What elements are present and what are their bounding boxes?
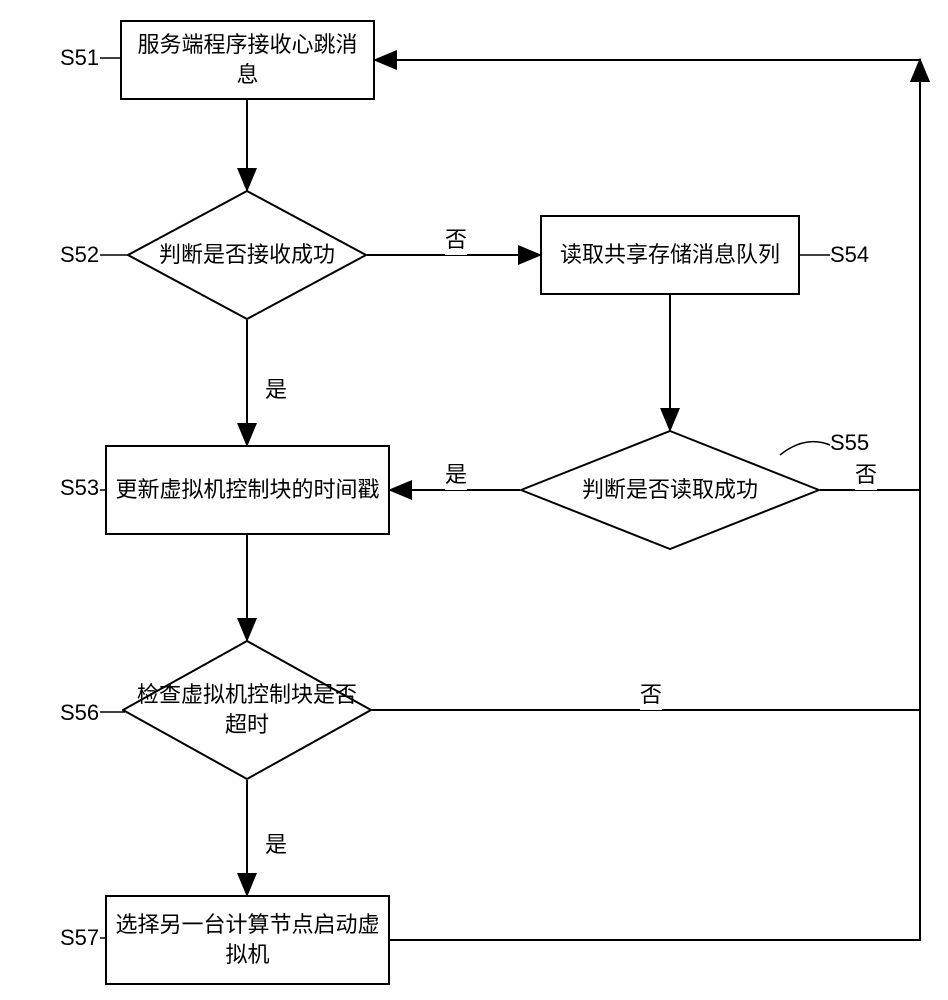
arrow-s56-no-loop (372, 60, 920, 710)
node-s54: 读取共享存储消息队列 (540, 215, 800, 295)
edge-label-s55-yes-to-s53: 是 (445, 460, 467, 490)
edge-label-s56-yes-to-s57: 是 (265, 830, 287, 860)
label-s55: S55 (830, 430, 869, 456)
node-s52: 判断是否接收成功 (127, 190, 367, 320)
node-s57: 选择另一台计算节点启动虚拟机 (105, 895, 390, 985)
label-s52: S52 (60, 242, 99, 268)
label-s53: S53 (60, 475, 99, 501)
node-s51: 服务端程序接收心跳消息 (120, 20, 375, 100)
edge-label-s52-no-to-s54: 否 (445, 225, 467, 255)
node-s51-text: 服务端程序接收心跳消息 (128, 30, 367, 89)
node-s56-text: 检查虚拟机控制块是否超时 (132, 680, 362, 739)
node-s54-text: 读取共享存储消息队列 (560, 240, 780, 270)
label-s56: S56 (60, 700, 99, 726)
edge-label-s52-yes-to-s53: 是 (265, 375, 287, 405)
node-s53: 更新虚拟机控制块的时间戳 (105, 445, 390, 535)
label-s57: S57 (60, 925, 99, 951)
edge-label-s55-no-loop: 否 (855, 460, 877, 490)
node-s53-text: 更新虚拟机控制块的时间戳 (115, 475, 379, 505)
node-s56: 检查虚拟机控制块是否超时 (122, 640, 372, 780)
node-s52-text: 判断是否接收成功 (159, 240, 335, 270)
label-s51: S51 (60, 45, 99, 71)
node-s57-text: 选择另一台计算节点启动虚拟机 (113, 910, 382, 969)
node-s55-text: 判断是否读取成功 (582, 475, 758, 505)
node-s55: 判断是否读取成功 (520, 430, 820, 550)
edge-label-s56-no-loop: 否 (640, 680, 662, 710)
label-s54: S54 (830, 242, 869, 268)
